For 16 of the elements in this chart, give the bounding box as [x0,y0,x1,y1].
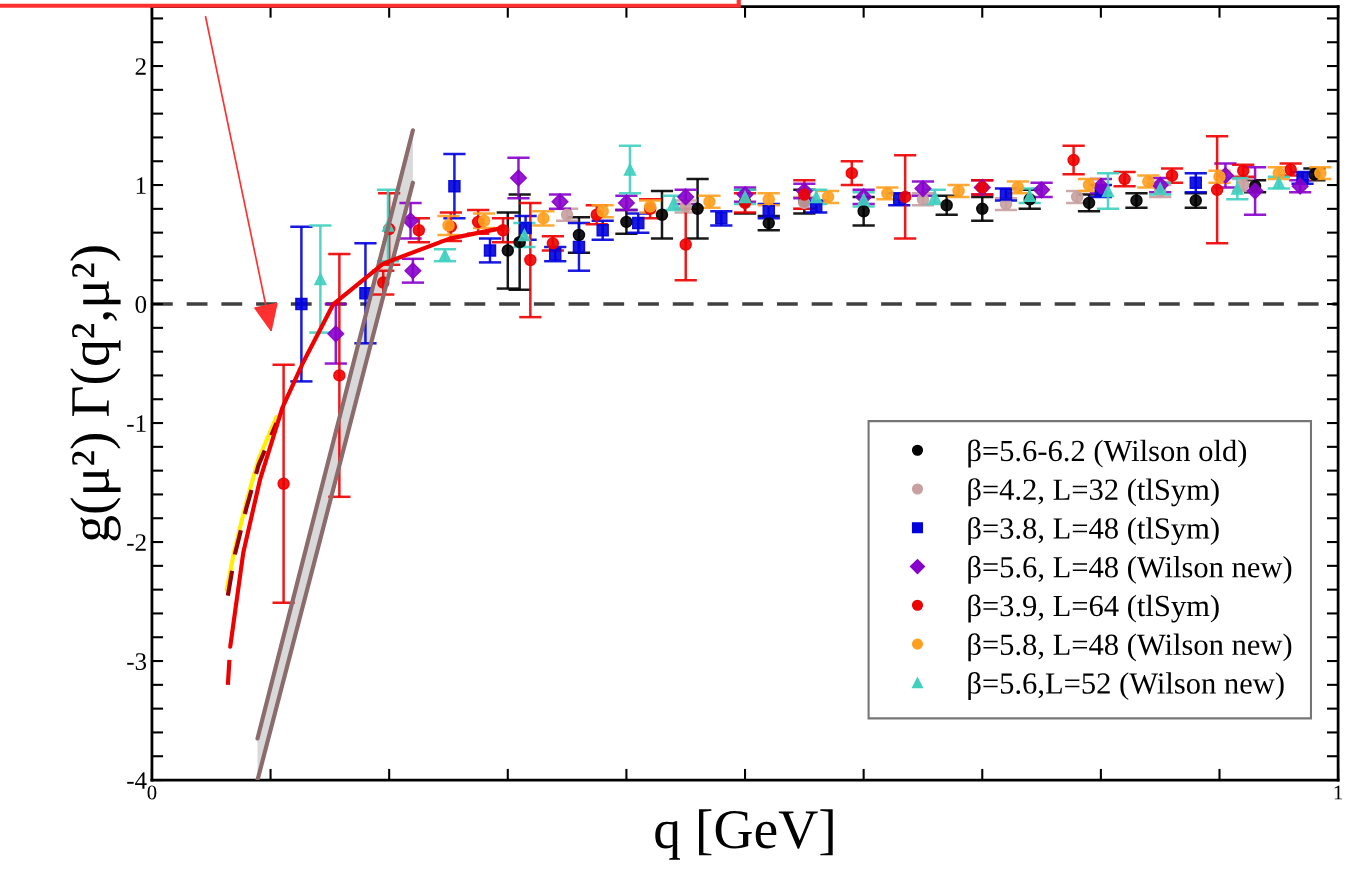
legend-label: β=5.6, L=48 (Wilson new) [968,555,1292,584]
y-tick-label: -1 [127,415,146,432]
x-axis-title: q [GeV] [655,809,833,860]
legend-label: β=5.6,L=52 (Wilson new) [968,672,1284,701]
y-tick-label: -2 [127,534,146,551]
legend-label: β=4.2, L=32 (tlSym) [968,478,1219,507]
y-tick-label: -3 [127,653,147,670]
legend-label: β=3.8, L=48 (tlSym) [968,516,1219,546]
y-tick-label: 0 [135,296,147,313]
legend-label: β=5.6-6.2 (Wilson old) [968,439,1247,468]
y-tick-label: 2 [135,58,146,75]
y-axis-title: g(μ²) Γ(q²,μ²) [70,246,121,541]
legend-label: β=5.8, L=48 (Wilson new) [968,633,1292,662]
legend-label: β=3.9, L=64 (tlSym) [968,594,1219,623]
y-tick-label: 1 [136,177,146,194]
y-tick-label: -4 [127,772,147,789]
